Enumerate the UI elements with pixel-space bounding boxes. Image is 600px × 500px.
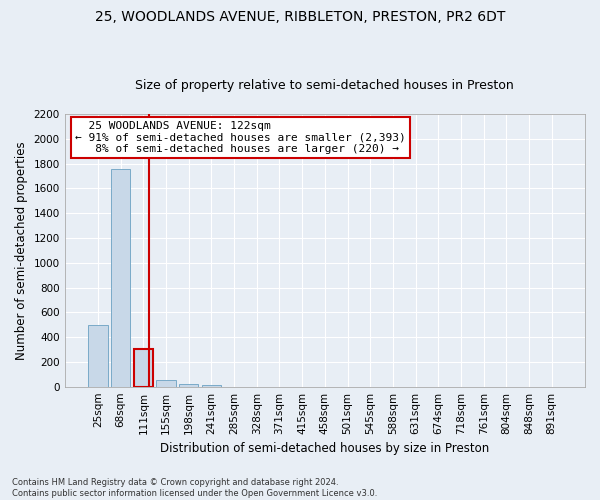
Text: 25 WOODLANDS AVENUE: 122sqm  
← 91% of semi-detached houses are smaller (2,393)
: 25 WOODLANDS AVENUE: 122sqm ← 91% of sem… xyxy=(75,121,406,154)
Bar xyxy=(157,380,176,386)
X-axis label: Distribution of semi-detached houses by size in Preston: Distribution of semi-detached houses by … xyxy=(160,442,490,455)
Bar xyxy=(88,324,107,386)
Text: 25, WOODLANDS AVENUE, RIBBLETON, PRESTON, PR2 6DT: 25, WOODLANDS AVENUE, RIBBLETON, PRESTON… xyxy=(95,10,505,24)
Bar xyxy=(134,349,153,387)
Y-axis label: Number of semi-detached properties: Number of semi-detached properties xyxy=(15,141,28,360)
Bar xyxy=(179,384,199,386)
Text: Contains HM Land Registry data © Crown copyright and database right 2024.
Contai: Contains HM Land Registry data © Crown c… xyxy=(12,478,377,498)
Bar xyxy=(111,168,130,386)
Bar xyxy=(202,385,221,386)
Title: Size of property relative to semi-detached houses in Preston: Size of property relative to semi-detach… xyxy=(136,79,514,92)
